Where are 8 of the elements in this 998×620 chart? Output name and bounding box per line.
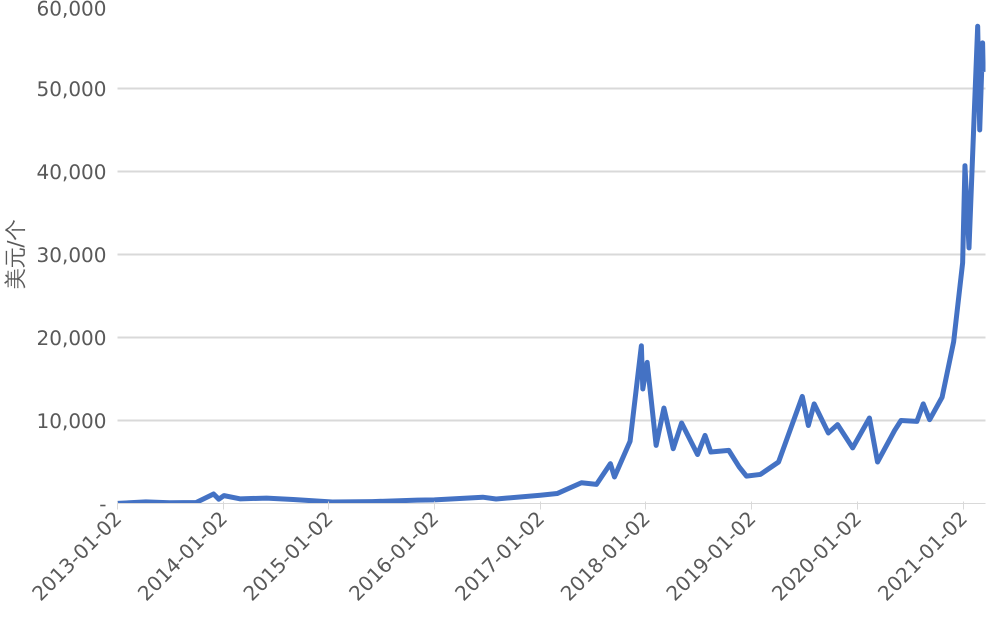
y-tick-label: - <box>99 492 106 516</box>
y-axis-title: 美元/个 <box>4 219 29 290</box>
y-tick-label: 50,000 <box>36 77 107 101</box>
y-tick-label: 30,000 <box>36 243 107 267</box>
y-tick-label: 60,000 <box>36 0 107 20</box>
y-tick-label: 40,000 <box>36 160 107 184</box>
y-tick-label: 20,000 <box>36 326 107 350</box>
y-tick-label: 10,000 <box>36 409 107 433</box>
